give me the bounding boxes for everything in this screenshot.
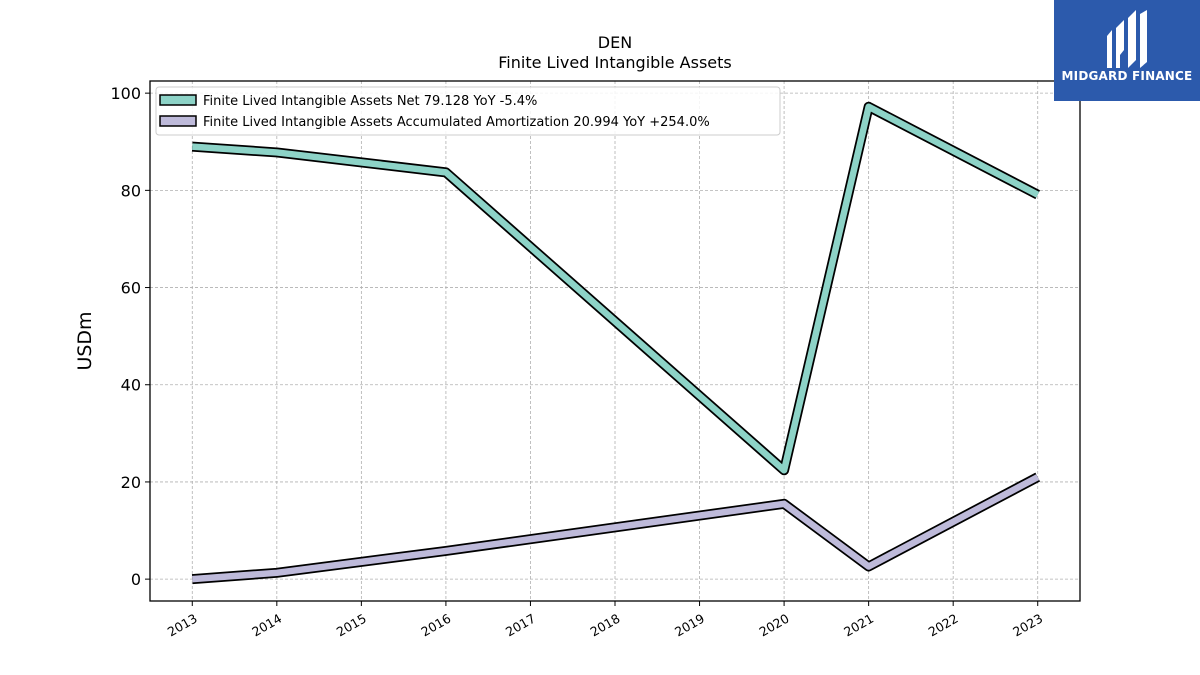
x-tick-label: 2017 [503, 611, 538, 640]
y-tick-label: 20 [121, 473, 141, 492]
legend-label: Finite Lived Intangible Assets Accumulat… [203, 115, 710, 130]
series-2-line [192, 474, 1040, 583]
x-tick-label: 2016 [418, 611, 453, 640]
legend-swatch [159, 115, 197, 127]
legend: Finite Lived Intangible Assets Net 79.12… [155, 86, 781, 136]
y-tick-label: 80 [121, 181, 141, 200]
x-tick-label: 2020 [757, 611, 792, 640]
y-tick-label: 0 [131, 570, 141, 589]
y-axis-label: USDm [74, 311, 96, 370]
chart-subtitle: Finite Lived Intangible Assets [498, 53, 731, 72]
x-tick-label: 2013 [165, 611, 200, 640]
chart-title: DEN [598, 33, 632, 52]
midgard-finance-logo: MIDGARD FINANCE [1054, 0, 1200, 101]
legend-box [155, 86, 781, 136]
x-tick-label: 2019 [672, 611, 707, 640]
x-tick-label: 2021 [841, 611, 876, 640]
x-tick-label: 2022 [926, 611, 961, 640]
y-tick-label: 60 [121, 279, 141, 298]
x-tick-label: 2018 [587, 611, 622, 640]
logo-text: MIDGARD FINANCE [1061, 69, 1193, 83]
y-tick-label: 100 [110, 84, 141, 103]
x-tick-label: 2023 [1010, 611, 1045, 640]
x-tick-label: 2015 [334, 611, 369, 640]
axes: 2013 2014 2015 2016 2017 2018 2019 2020 2021 2022… [110, 84, 1045, 639]
legend-swatch [159, 94, 197, 106]
series-lines [191, 101, 1041, 585]
y-tick-label: 40 [121, 376, 141, 395]
series-1-line [192, 103, 1040, 474]
legend-label: Finite Lived Intangible Assets Net 79.12… [203, 94, 537, 109]
logo-mark-icon [1107, 10, 1147, 68]
x-tick-label: 2014 [249, 611, 284, 640]
